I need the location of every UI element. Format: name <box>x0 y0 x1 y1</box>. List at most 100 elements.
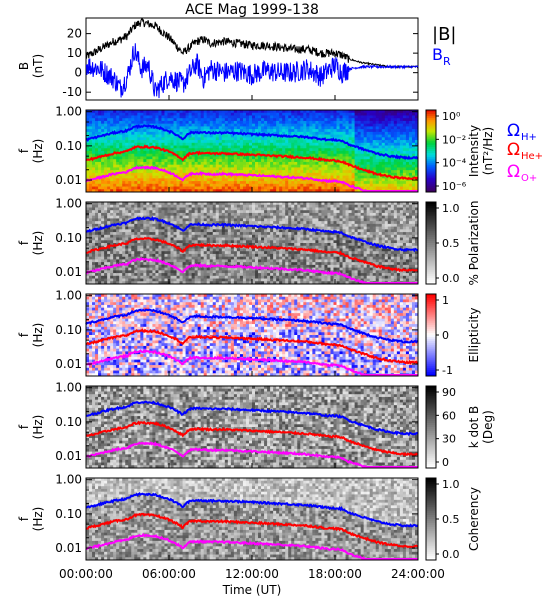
heatmap-cell <box>152 170 156 174</box>
heatmap-cell <box>348 156 352 160</box>
heatmap-cell <box>143 172 147 176</box>
heatmap-cell <box>230 181 235 185</box>
heatmap-cell <box>137 120 141 125</box>
heatmap-cell <box>140 159 144 163</box>
heatmap-cell <box>158 256 162 260</box>
heatmap-cell <box>86 159 90 163</box>
heatmap-cell <box>330 148 334 152</box>
heatmap-cell <box>200 137 205 141</box>
colorbar-step <box>426 179 436 183</box>
heatmap-cell <box>387 156 392 160</box>
heatmap-cell <box>101 167 105 171</box>
heatmap-cell <box>252 142 256 146</box>
heatmap-cell <box>104 218 108 222</box>
heatmap-cell <box>134 159 138 163</box>
heatmap-cell <box>375 140 380 144</box>
heatmap-cell <box>92 253 96 258</box>
heatmap-cell <box>140 178 144 182</box>
heatmap-cell <box>95 207 99 211</box>
heatmap-cell <box>327 145 331 149</box>
heatmap-cell <box>125 151 129 155</box>
heatmap-cell <box>92 161 96 166</box>
heatmap-cell <box>288 159 292 163</box>
heatmap-cell <box>137 262 141 266</box>
heatmap-cell <box>158 202 162 206</box>
heatmap-cell <box>104 131 108 135</box>
heatmap-cell <box>303 126 307 130</box>
heatmap-cell <box>146 278 150 282</box>
heatmap-cell <box>158 131 162 135</box>
heatmap-cell <box>357 123 362 127</box>
heatmap-cell <box>155 151 159 155</box>
heatmap-cell <box>182 210 186 214</box>
heatmap-cell <box>236 251 241 255</box>
heatmap-cell <box>218 120 223 125</box>
heatmap-cell <box>188 175 193 179</box>
heatmap-cell <box>200 148 205 152</box>
heatmap-cell <box>191 270 196 274</box>
heatmap-cell <box>176 204 180 208</box>
heatmap-cell <box>173 118 177 122</box>
heatmap-cell <box>128 243 132 247</box>
heatmap-cell <box>134 270 138 274</box>
heatmap-cell <box>170 234 174 238</box>
heatmap-cell <box>137 137 141 141</box>
heatmap-cell <box>188 112 193 116</box>
heatmap-cell <box>110 164 114 168</box>
heatmap-cell <box>273 156 277 160</box>
heatmap-cell <box>342 156 346 160</box>
heatmap-cell <box>167 159 171 163</box>
heatmap-cell <box>170 115 174 119</box>
heatmap-cell <box>209 153 214 157</box>
heatmap-cell <box>167 110 171 114</box>
heatmap-cell <box>113 120 117 125</box>
heatmap-cell <box>285 178 289 182</box>
heatmap-cell <box>300 118 304 122</box>
heatmap-cell <box>227 183 232 187</box>
heatmap-cell <box>167 140 171 144</box>
heatmap-cell <box>351 167 356 171</box>
heatmap-cell <box>236 145 241 149</box>
heatmap-cell <box>101 243 105 247</box>
heatmap-cell <box>330 189 334 193</box>
heatmap-cell <box>245 134 250 138</box>
heatmap-cell <box>378 126 383 130</box>
heatmap-cell <box>306 131 310 135</box>
heatmap-cell <box>372 183 377 187</box>
heatmap-cell <box>309 172 313 176</box>
heatmap-cell <box>173 207 177 211</box>
heatmap-cell <box>212 212 217 217</box>
heatmap-cell <box>125 237 129 241</box>
heatmap-cell <box>197 170 202 174</box>
heatmap-cell <box>161 210 165 214</box>
heatmap-cell <box>399 120 404 125</box>
heatmap-cell <box>125 232 129 236</box>
heatmap-cell <box>279 131 283 135</box>
heatmap-cell <box>360 178 365 182</box>
heatmap-cell <box>197 137 202 141</box>
heatmap-cell <box>122 183 126 187</box>
heatmap-cell <box>116 259 120 263</box>
heatmap-cell <box>161 189 165 193</box>
heatmap-cell <box>336 140 340 144</box>
heatmap-cell <box>128 270 132 274</box>
heatmap-cell <box>194 159 199 163</box>
heatmap-cell <box>176 251 180 255</box>
heatmap-cell <box>104 221 108 225</box>
heatmap-cell <box>390 178 395 182</box>
heatmap-cell <box>327 175 331 179</box>
colorbar-tick-label: 10⁻⁴ <box>442 157 467 170</box>
heatmap-cell <box>209 237 214 241</box>
heatmap-cell <box>215 159 220 163</box>
heatmap-cell <box>161 115 165 119</box>
heatmap-cell <box>221 253 226 258</box>
heatmap-cell <box>348 175 352 179</box>
heatmap-cell <box>98 123 102 127</box>
heatmap-cell <box>101 181 105 185</box>
heatmap-cell <box>267 115 271 119</box>
heatmap-cell <box>128 167 132 171</box>
heatmap-cell <box>98 223 102 227</box>
heatmap-cell <box>405 120 410 125</box>
heatmap-cell <box>170 259 174 263</box>
heatmap-cell <box>255 123 259 127</box>
